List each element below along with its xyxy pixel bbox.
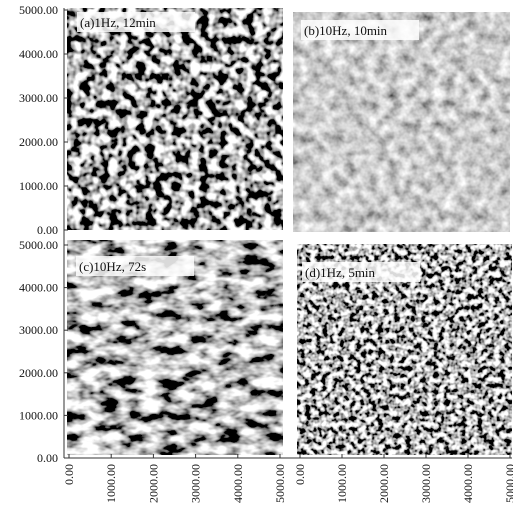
afm-image	[67, 8, 283, 230]
x-tick-label: 5000.00	[273, 464, 287, 503]
y-tick-label: 1000.00	[19, 179, 58, 193]
x-tick-label: 4000.00	[231, 464, 245, 503]
y-tick-label: 0.00	[37, 223, 58, 237]
figure-canvas: (a)1Hz, 12min (b)10Hz, 10min (c)10Hz, 72s (…	[0, 0, 513, 524]
y-tick-label: 0.00	[37, 451, 58, 465]
x-tick-label: 2000.00	[377, 464, 391, 503]
y-tick-label: 4000.00	[19, 47, 58, 61]
x-tick-label: 0.00	[62, 464, 76, 485]
x-tick-label: 5000.00	[503, 464, 513, 503]
panel-label: (d)1Hz, 5min	[305, 265, 376, 280]
x-tick-label: 1000.00	[104, 464, 118, 503]
y-tick-label: 1000.00	[19, 408, 58, 422]
afm-image	[293, 12, 510, 232]
y-tick-label: 2000.00	[19, 135, 58, 149]
y-tick-label: 4000.00	[19, 281, 58, 295]
x-tick-label: 0.00	[293, 464, 307, 485]
y-tick-label: 3000.00	[19, 91, 58, 105]
panel-label: (c)10Hz, 72s	[79, 259, 146, 274]
y-tick-label: 2000.00	[19, 366, 58, 380]
y-tick-label: 5000.00	[19, 238, 58, 252]
panel-label: (b)10Hz, 10min	[304, 23, 388, 38]
y-tick-label: 5000.00	[19, 3, 58, 17]
x-tick-label: 1000.00	[335, 464, 349, 503]
x-tick-label: 2000.00	[146, 464, 160, 503]
x-tick-label: 3000.00	[189, 464, 203, 503]
figure: (a)1Hz, 12min (b)10Hz, 10min (c)10Hz, 72s (…	[0, 0, 513, 524]
x-tick-label: 4000.00	[461, 464, 475, 503]
panel-label: (a)1Hz, 12min	[80, 15, 156, 30]
x-tick-label: 3000.00	[419, 464, 433, 503]
y-tick-label: 3000.00	[19, 323, 58, 337]
